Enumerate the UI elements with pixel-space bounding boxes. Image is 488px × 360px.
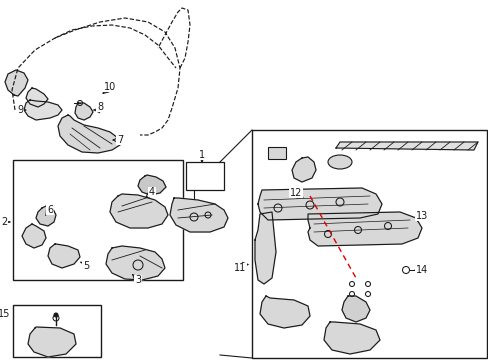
Polygon shape <box>138 175 165 195</box>
Polygon shape <box>75 103 93 120</box>
Polygon shape <box>28 327 76 357</box>
Polygon shape <box>5 70 28 96</box>
Bar <box>251 130 486 358</box>
Ellipse shape <box>327 155 351 169</box>
Polygon shape <box>254 212 275 284</box>
Bar <box>267 147 285 159</box>
Text: 10: 10 <box>103 82 116 92</box>
Polygon shape <box>291 157 315 182</box>
Text: 5: 5 <box>82 261 89 271</box>
Bar <box>185 162 224 190</box>
Text: 3: 3 <box>135 275 141 285</box>
Text: 8: 8 <box>97 102 103 112</box>
Polygon shape <box>110 194 168 228</box>
Text: 2: 2 <box>1 217 7 227</box>
Text: 15: 15 <box>0 309 10 319</box>
Text: 1: 1 <box>199 150 204 160</box>
Text: 14: 14 <box>415 265 427 275</box>
Polygon shape <box>335 142 477 150</box>
Polygon shape <box>106 246 164 280</box>
Polygon shape <box>24 100 62 120</box>
Polygon shape <box>341 296 369 322</box>
Text: 4: 4 <box>149 187 155 197</box>
Bar <box>13 305 101 357</box>
Polygon shape <box>58 115 120 153</box>
Text: 11: 11 <box>233 263 245 273</box>
Polygon shape <box>260 296 309 328</box>
Text: 9: 9 <box>17 105 23 115</box>
Polygon shape <box>22 224 46 248</box>
Text: 6: 6 <box>47 205 53 215</box>
Polygon shape <box>36 206 56 226</box>
Circle shape <box>54 313 58 317</box>
Polygon shape <box>170 198 227 232</box>
Text: 13: 13 <box>415 211 427 221</box>
Polygon shape <box>324 322 379 354</box>
Text: 12: 12 <box>289 188 302 198</box>
Bar <box>13 160 183 280</box>
Polygon shape <box>26 88 48 107</box>
Polygon shape <box>307 212 421 246</box>
Text: 7: 7 <box>117 135 123 145</box>
Polygon shape <box>48 244 80 268</box>
Polygon shape <box>258 188 381 220</box>
